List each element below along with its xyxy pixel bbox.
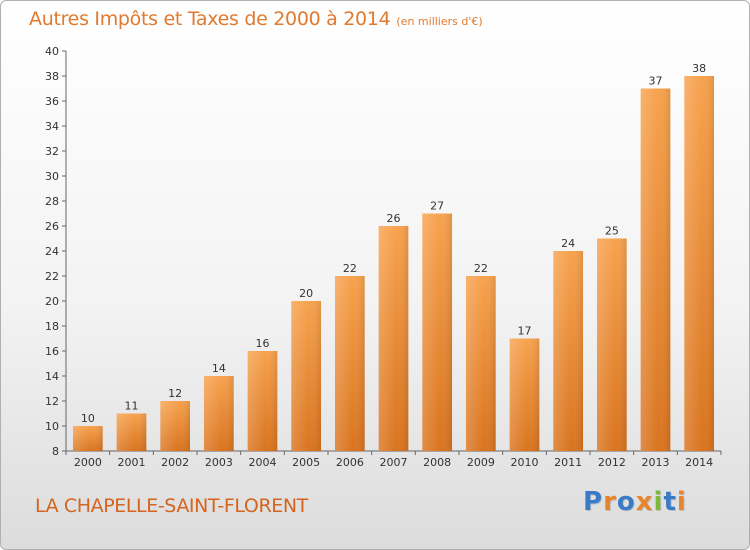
- proxiti-logo: Proxiti: [583, 487, 687, 517]
- y-tick-label: 30: [45, 170, 59, 183]
- x-tick-label: 2008: [423, 456, 451, 469]
- y-tick-label: 34: [45, 120, 59, 133]
- x-tick-label: 2004: [249, 456, 277, 469]
- y-tick-label: 22: [45, 270, 59, 283]
- bar-value-label: 10: [81, 412, 95, 425]
- bar-value-label: 12: [168, 387, 182, 400]
- bar-value-label: 16: [256, 337, 270, 350]
- logo-letter: x: [635, 487, 654, 517]
- bar-shade: [116, 413, 147, 451]
- bar-shade: [72, 426, 103, 451]
- x-tick-label: 2010: [511, 456, 539, 469]
- logo-letter: t: [663, 487, 677, 517]
- bar-shade: [509, 338, 540, 451]
- y-tick-label: 10: [45, 420, 59, 433]
- bar-shade: [596, 238, 627, 451]
- logo-letter: i: [653, 487, 664, 517]
- bar-shade: [247, 351, 278, 451]
- y-tick-label: 20: [45, 295, 59, 308]
- y-tick-label: 38: [45, 70, 59, 83]
- y-tick-label: 40: [45, 45, 59, 58]
- chart-title: Autres Impôts et Taxes de 2000 à 2014 (en…: [29, 8, 483, 30]
- x-tick-label: 2002: [161, 456, 189, 469]
- bar-value-label: 14: [212, 362, 226, 375]
- chart-bars: [72, 76, 715, 451]
- x-tick-label: 2003: [205, 456, 233, 469]
- x-tick-label: 2012: [598, 456, 626, 469]
- x-tick-label: 2005: [292, 456, 320, 469]
- bar-value-label: 38: [692, 62, 706, 75]
- y-tick-label: 26: [45, 220, 59, 233]
- y-tick-label: 36: [45, 95, 59, 108]
- x-tick-label: 2007: [380, 456, 408, 469]
- x-tick-label: 2001: [118, 456, 146, 469]
- x-tick-label: 2013: [642, 456, 670, 469]
- bar-value-label: 24: [561, 237, 575, 250]
- bar-value-label: 27: [430, 200, 444, 213]
- y-tick-label: 32: [45, 145, 59, 158]
- x-tick-label: 2014: [685, 456, 713, 469]
- bar-shade: [465, 276, 496, 451]
- bar-shade: [553, 251, 584, 451]
- bar-value-label: 37: [649, 75, 663, 88]
- bar-shade: [203, 376, 234, 451]
- bar-value-label: 22: [343, 262, 357, 275]
- y-tick-label: 28: [45, 195, 59, 208]
- bar-value-label: 26: [387, 212, 401, 225]
- chart-data-labels: 10 11 12 14 16 20 22 26 27 22 17 24 25 37 38: [81, 62, 706, 425]
- y-tick-label: 12: [45, 395, 59, 408]
- location-name: LA CHAPELLE-SAINT-FLORENT: [35, 495, 308, 517]
- logo-letter: o: [616, 487, 636, 517]
- logo-letter: i: [676, 487, 687, 517]
- bar-value-label: 25: [605, 225, 619, 238]
- x-tick-label: 2000: [74, 456, 102, 469]
- logo-letter: P: [583, 487, 604, 517]
- x-tick-label: 2011: [554, 456, 582, 469]
- y-tick-label: 8: [52, 445, 59, 458]
- bar-shade: [334, 276, 365, 451]
- bar-shade: [291, 301, 322, 451]
- chart-title-text: Autres Impôts et Taxes de 2000 à 2014: [29, 8, 391, 30]
- y-tick-label: 16: [45, 345, 59, 358]
- bar-value-label: 20: [299, 287, 313, 300]
- x-tick-label: 2006: [336, 456, 364, 469]
- bar-shade: [684, 76, 715, 451]
- y-tick-label: 14: [45, 370, 59, 383]
- bar-shade: [640, 88, 671, 451]
- bar-value-label: 11: [125, 400, 139, 413]
- bar-shade: [422, 213, 453, 451]
- bar-shade: [378, 226, 409, 451]
- y-tick-label: 24: [45, 245, 59, 258]
- bar-shade: [160, 401, 191, 451]
- logo-letter: r: [603, 487, 617, 517]
- x-tick-label: 2009: [467, 456, 495, 469]
- chart-subtitle: (en milliers d'€): [396, 15, 483, 28]
- bar-value-label: 22: [474, 262, 488, 275]
- y-tick-label: 18: [45, 320, 59, 333]
- bar-value-label: 17: [518, 325, 532, 338]
